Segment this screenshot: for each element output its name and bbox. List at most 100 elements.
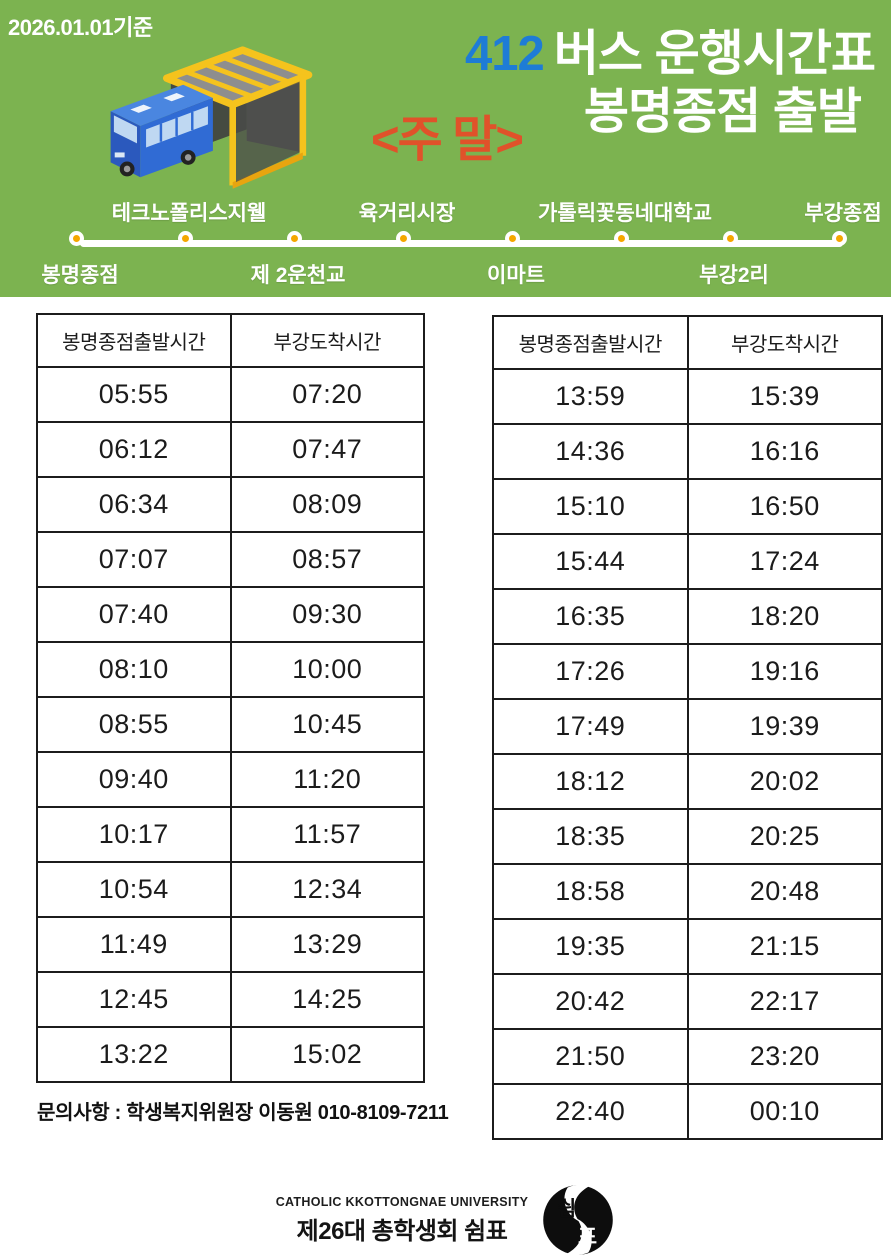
time-cell: 13:29 (229, 916, 425, 973)
time-cell: 11:49 (36, 916, 232, 973)
time-cell: 20:42 (492, 973, 689, 1030)
timetable-row: 18:12 20:02 (492, 753, 883, 810)
timetable-row: 05:55 07:20 (36, 366, 425, 423)
poster-title: 412 버스 운행시간표 (465, 26, 876, 84)
timetable-row: 06:34 08:09 (36, 476, 425, 533)
column-header: 봉명종점출발시간 (492, 315, 689, 370)
time-cell: 19:16 (686, 643, 883, 700)
title-text: 버스 운행시간표 (553, 27, 876, 81)
route-stop-label: 부강종점 (804, 202, 882, 225)
time-cell: 17:49 (492, 698, 689, 755)
timetable-row: 13:59 15:39 (492, 368, 883, 425)
timetable-row: 13:22 15:02 (36, 1026, 425, 1083)
timetable-header-row: 봉명종점출발시간 부강도착시간 (36, 313, 425, 368)
route-stop-dot (614, 231, 629, 246)
logo-char-top: 쉼 (558, 1198, 577, 1221)
time-cell: 13:59 (492, 368, 689, 425)
time-cell: 19:35 (492, 918, 689, 975)
timetable-row: 07:07 08:57 (36, 531, 425, 588)
time-cell: 15:10 (492, 478, 689, 535)
time-cell: 22:40 (492, 1083, 689, 1140)
time-cell: 12:45 (36, 971, 232, 1028)
route-stop-dot (505, 231, 520, 246)
timetable-row: 15:10 16:50 (492, 478, 883, 535)
timetable-row: 18:35 20:25 (492, 808, 883, 865)
timetable-row: 10:54 12:34 (36, 861, 425, 918)
route-stop-dot (69, 231, 84, 246)
route-number: 412 (465, 27, 545, 81)
time-cell: 21:15 (686, 918, 883, 975)
shelter-icon (162, 46, 313, 189)
route-stop-label: 이마트 (487, 264, 545, 287)
timetable-row: 11:49 13:29 (36, 916, 425, 973)
time-cell: 12:34 (229, 861, 425, 918)
time-cell: 16:35 (492, 588, 689, 645)
time-cell: 16:50 (686, 478, 883, 535)
footer: CATHOLIC KKOTTONGNAE UNIVERSITY 제26대 총학생… (0, 1183, 891, 1257)
time-cell: 22:17 (686, 973, 883, 1030)
time-cell: 18:12 (492, 753, 689, 810)
time-cell: 06:34 (36, 476, 232, 533)
route-stop-label: 봉명종점 (41, 264, 119, 287)
footer-text-block: CATHOLIC KKOTTONGNAE UNIVERSITY 제26대 총학생… (276, 1195, 529, 1246)
timetable-row: 21:50 23:20 (492, 1028, 883, 1085)
time-cell: 10:45 (229, 696, 425, 753)
time-cell: 10:00 (229, 641, 425, 698)
time-cell: 15:02 (229, 1026, 425, 1083)
route-stop-label: 제 2운천교 (250, 264, 346, 287)
route-stop-label: 가톨릭꽃동네대학교 (538, 202, 712, 225)
route-stop-dot (723, 231, 738, 246)
timetable-row: 17:26 19:16 (492, 643, 883, 700)
time-cell: 08:09 (229, 476, 425, 533)
column-header: 부강도착시간 (686, 315, 883, 370)
timetable-row: 08:55 10:45 (36, 696, 425, 753)
student-council-name: 제26대 총학생회 쉼표 (296, 1217, 508, 1245)
logo-char-bottom: 표 (578, 1226, 597, 1249)
time-cell: 14:36 (492, 423, 689, 480)
time-cell: 15:39 (686, 368, 883, 425)
university-name: CATHOLIC KKOTTONGNAE UNIVERSITY (275, 1194, 529, 1209)
poster-title-block: 412 버스 운행시간표 봉명종점 출발 (465, 26, 876, 142)
time-cell: 05:55 (36, 366, 232, 423)
route-stop-dot (832, 231, 847, 246)
route-stop-dot (396, 231, 411, 246)
timetable-row: 10:17 11:57 (36, 806, 425, 863)
timetable-row: 17:49 19:39 (492, 698, 883, 755)
time-cell: 11:57 (229, 806, 425, 863)
time-cell: 14:25 (229, 971, 425, 1028)
timetable-row: 19:35 21:15 (492, 918, 883, 975)
student-council-logo-icon: 쉼 표 (543, 1184, 614, 1256)
time-cell: 08:55 (36, 696, 232, 753)
timetable-row: 15:44 17:24 (492, 533, 883, 590)
bus-shelter-icon (110, 46, 313, 189)
route-diagram: 봉명종점 테크노폴리스지웰 제 2운천교 육거리시장 이마트 가톨릭꽃동네대학교 부강2리 부… (0, 0, 891, 297)
route-stop-dot (287, 231, 302, 246)
header-banner: 2026.01.01기준 (0, 0, 891, 297)
bus-stop-illustration (68, 32, 338, 197)
poster-subtitle: 봉명종점 출발 (583, 84, 862, 139)
timetable-row: 07:40 09:30 (36, 586, 425, 643)
time-cell: 07:07 (36, 531, 232, 588)
route-stop-dot (178, 231, 193, 246)
time-cell: 16:16 (686, 423, 883, 480)
time-cell: 00:10 (686, 1083, 883, 1140)
time-cell: 20:48 (686, 863, 883, 920)
time-cell: 18:58 (492, 863, 689, 920)
schedule-type-label: <주 말> (371, 113, 524, 167)
timetable-afternoon: 봉명종점출발시간 부강도착시간 13:59 15:39 14:36 16:16 15:10… (492, 315, 883, 1140)
timetable-row: 20:42 22:17 (492, 973, 883, 1030)
timetable-row: 09:40 11:20 (36, 751, 425, 808)
time-cell: 11:20 (229, 751, 425, 808)
time-cell: 18:20 (686, 588, 883, 645)
time-cell: 20:25 (686, 808, 883, 865)
timetable-row: 06:12 07:47 (36, 421, 425, 478)
time-cell: 07:20 (229, 366, 425, 423)
time-cell: 17:24 (686, 533, 883, 590)
time-cell: 20:02 (686, 753, 883, 810)
time-cell: 08:10 (36, 641, 232, 698)
column-header: 봉명종점출발시간 (36, 313, 232, 368)
time-cell: 13:22 (36, 1026, 232, 1083)
timetable-row: 12:45 14:25 (36, 971, 425, 1028)
timetable-row: 08:10 10:00 (36, 641, 425, 698)
